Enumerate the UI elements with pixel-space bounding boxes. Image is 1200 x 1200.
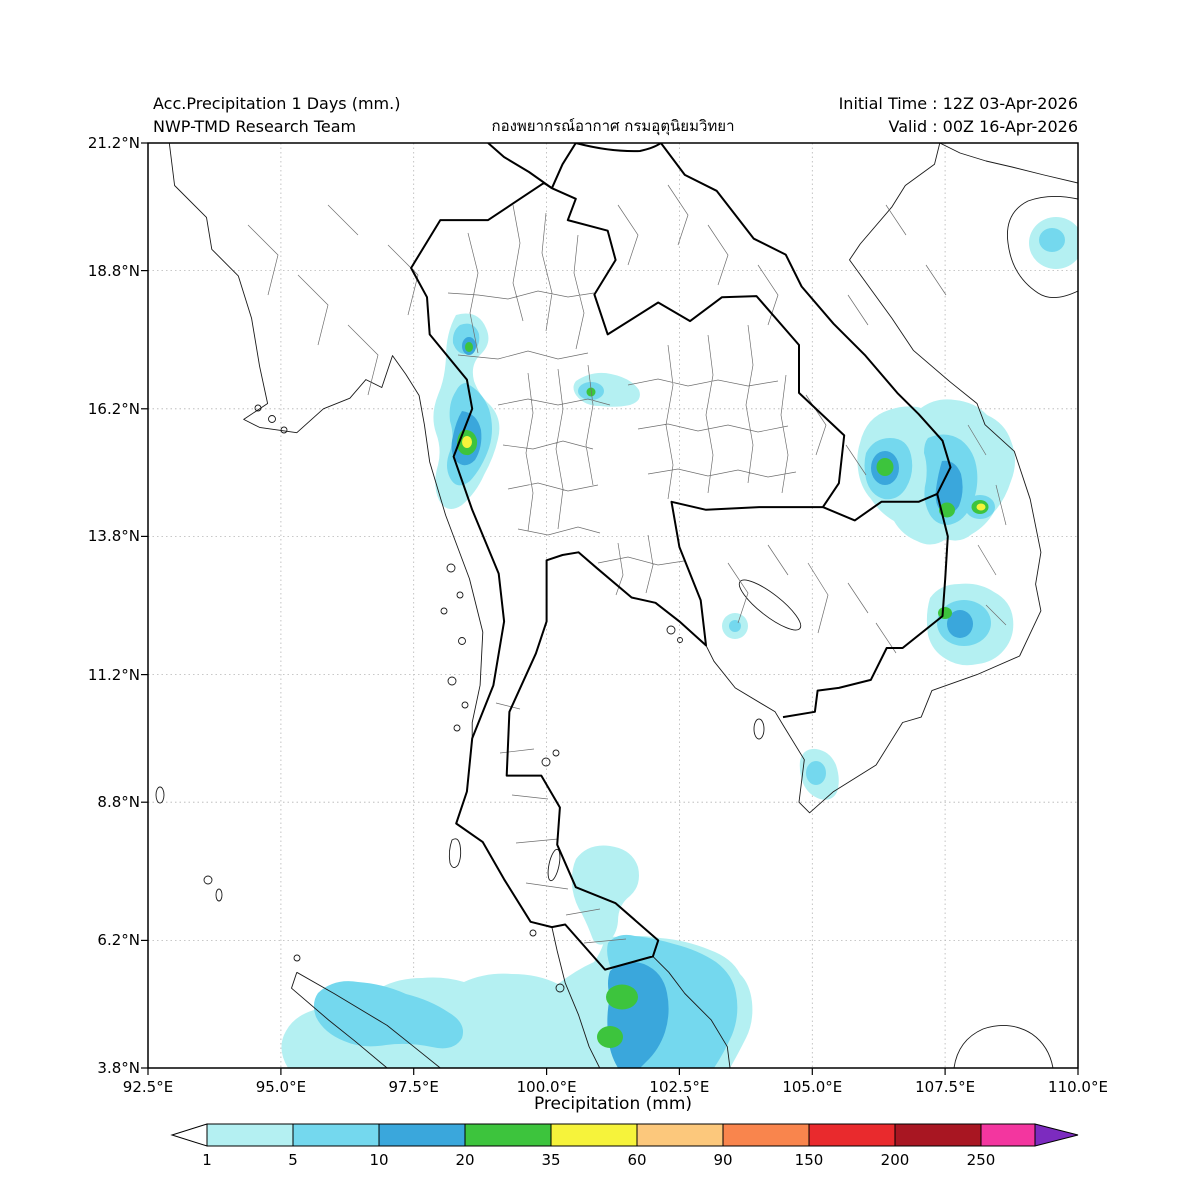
plot-frame — [147, 142, 1079, 1069]
colorbar-over-arrow — [1034, 1123, 1079, 1147]
coastline-malaysia-east — [652, 956, 731, 1068]
cbtick-200: 200 — [880, 1151, 910, 1169]
myanmar-china-border — [487, 143, 553, 190]
ytick-13-8N: 13.8°N — [87, 527, 140, 546]
xtick-102-5E: 102.5°E — [649, 1078, 710, 1096]
cbtick-90: 90 — [713, 1151, 733, 1169]
precip-cyan-cambodia — [729, 620, 741, 632]
small-islands — [155, 404, 765, 993]
country-borders — [410, 143, 952, 971]
cbtick-35: 35 — [541, 1151, 561, 1169]
cbtick-150: 150 — [794, 1151, 824, 1169]
laos-vietnam-border — [660, 143, 952, 495]
ytick-21-2N: 21.2°N — [87, 134, 140, 152]
xtick-97-5E: 97.5°E — [388, 1078, 439, 1096]
myanmar-laos-border — [550, 143, 577, 189]
ytick-8-8N: 8.8°N — [97, 793, 140, 812]
colorbar — [170, 1123, 1079, 1147]
colorbar-title: Precipitation (mm) — [533, 1094, 693, 1114]
precip-green-gulf-2 — [597, 1026, 623, 1048]
precip-blue-south-vn — [947, 610, 973, 638]
product-title: Acc.Precipitation 1 Days (mm.) — [153, 94, 401, 113]
coastline-hainan — [1006, 196, 1078, 298]
coastline-natuna — [953, 1025, 1054, 1068]
colorbar-seg-90-150 — [722, 1123, 810, 1147]
cbtick-1: 1 — [202, 1151, 212, 1169]
coastline-myanmar — [168, 143, 484, 739]
thailand-border — [410, 181, 846, 971]
xtick-110-0E: 110.0°E — [1048, 1078, 1108, 1096]
xtick-92-5E: 92.5°E — [122, 1078, 174, 1096]
cbtick-60: 60 — [627, 1151, 647, 1169]
colorbar-seg-1-5 — [206, 1123, 294, 1147]
cbtick-20: 20 — [455, 1151, 475, 1169]
precip-yellow-west-th — [462, 436, 472, 448]
colorbar-seg-over-250 — [980, 1123, 1036, 1147]
precip-blue-laos-east — [935, 460, 963, 514]
ytick-3-8N: 3.8°N — [97, 1059, 140, 1077]
colorbar-seg-20-35 — [464, 1123, 552, 1147]
cambodia-borders — [782, 492, 949, 719]
precip-shade-35-60mm — [462, 436, 986, 511]
precip-green-north-th — [586, 387, 596, 397]
valid-time-label: Valid : 00Z 16-Apr-2026 — [888, 117, 1078, 136]
cbtick-10: 10 — [369, 1151, 389, 1169]
team-title: NWP-TMD Research Team — [153, 117, 357, 136]
precip-cyan-delta — [806, 761, 826, 785]
precip-green-west-th-upper — [465, 342, 473, 352]
phuket-island — [448, 838, 462, 868]
laos-china-border — [575, 143, 662, 153]
coastline-sumatra — [291, 971, 441, 1068]
xtick-105-0E: 105.0°E — [782, 1078, 843, 1096]
xtick-95-0E: 95.0°E — [255, 1078, 307, 1096]
colorbar-seg-200-250 — [894, 1123, 982, 1147]
precip-green-gulf-1 — [606, 984, 638, 1010]
colorbar-seg-60-90 — [636, 1123, 724, 1147]
initial-time-label: Initial Time : 12Z 03-Apr-2026 — [838, 94, 1078, 113]
province-boundaries — [247, 184, 1007, 944]
coastline-malaysia-west — [551, 927, 601, 1068]
colorbar-under-arrow — [170, 1123, 208, 1147]
colorbar-seg-35-60 — [550, 1123, 638, 1147]
xtick-100-0E: 100.0°E — [516, 1078, 577, 1096]
coastlines — [155, 143, 1078, 1068]
xtick-107-5E: 107.5°E — [915, 1078, 976, 1096]
precip-yellow-vn-highland — [976, 503, 986, 511]
ytick-18-8N: 18.8°N — [87, 261, 140, 280]
coastline-vietnam — [705, 143, 1042, 814]
agency-title-thai: กองพยากรณ์อากาศ กรมอุตุนิยมวิทยา — [491, 117, 735, 135]
coastline-china — [939, 143, 1078, 184]
cbtick-5: 5 — [288, 1151, 298, 1169]
precip-cyan-hainan — [1039, 228, 1065, 252]
ytick-16-2N: 16.2°N — [87, 399, 140, 418]
precip-cyan-sumatra — [313, 981, 464, 1049]
colorbar-seg-5-10 — [292, 1123, 380, 1147]
colorbar-seg-150-200 — [808, 1123, 896, 1147]
ytick-11-2N: 11.2°N — [87, 665, 140, 684]
songkhla-lake — [547, 848, 561, 882]
cbtick-250: 250 — [966, 1151, 996, 1169]
axis-tick-marks — [141, 142, 1079, 1075]
precip-light-peninsula-patch — [571, 845, 639, 945]
ytick-6-2N: 6.2°N — [97, 931, 140, 950]
colorbar-seg-10-20 — [378, 1123, 466, 1147]
precip-green-laos-west — [876, 458, 894, 476]
